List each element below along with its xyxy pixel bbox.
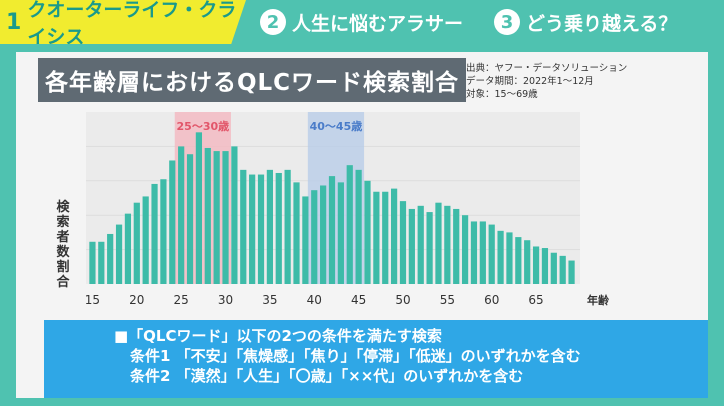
tab-step-3[interactable]: 3 どう乗り越える？ (482, 0, 724, 44)
tab-step-2[interactable]: 2 人生に悩むアラサー (246, 0, 482, 44)
bar (249, 174, 256, 284)
y-axis-label: 検索者数割合 (56, 200, 70, 290)
bar (435, 202, 442, 284)
tab-step-1-number: 1 (6, 9, 22, 35)
bar (195, 132, 203, 284)
bar (275, 172, 282, 284)
bar (257, 174, 265, 284)
bar (417, 205, 424, 284)
bar (142, 196, 149, 284)
tab-step-3-label: どう乗り越える？ (526, 12, 678, 35)
bar (568, 260, 575, 284)
tab-step-2-label: 人生に悩むアラサー (292, 12, 464, 35)
bar (320, 185, 327, 284)
bar (355, 169, 362, 284)
tab-step-2-number: 2 (260, 9, 286, 35)
x-axis-label: 年齢 (587, 293, 610, 307)
bar (382, 191, 389, 284)
condition-2: 条件2 「漠然」「人生」「〇歳」「××代」のいずれかを含む (130, 367, 524, 385)
bar (302, 196, 309, 284)
x-tick-label: 25 (174, 293, 189, 307)
bar (373, 191, 380, 284)
bar (497, 230, 504, 284)
conditions-heading: ■「QLCワード」以下の2つの条件を満たす検索 (114, 327, 442, 345)
bar (222, 151, 229, 284)
condition-1: 条件1 「不安」「焦燥感」「焦り」「停滞」「低迷」のいずれかを含む (130, 347, 581, 365)
chart-title: 各年齢層におけるQLCワード検索割合 (38, 58, 466, 102)
chart-card: 各年齢層におけるQLCワード検索割合 出典：ヤフー・データソリューション データ… (16, 52, 708, 398)
bar (461, 215, 469, 284)
bar-chart: 25〜30歳 40〜45歳 15 20 25 30 35 40 45 50 55 60 65 年齢 (85, 112, 610, 307)
bar (89, 241, 96, 284)
bar (133, 202, 140, 284)
step-tabs: 1 クオーターライフ・クライシス 2 人生に悩むアラサー 3 どう乗り越える？ (0, 0, 724, 44)
bar (284, 169, 291, 284)
tab-step-1-label: クオーターライフ・クライシス (27, 0, 237, 48)
bar (213, 151, 220, 284)
x-tick-label: 50 (395, 293, 410, 307)
target-line: 対象：15〜69歳 (466, 89, 538, 100)
bar (426, 212, 433, 284)
tab-step-1[interactable]: 1 クオーターライフ・クライシス (0, 0, 246, 44)
x-tick-label: 45 (351, 293, 366, 307)
x-tick-label: 35 (262, 293, 277, 307)
tab-step-3-number: 3 (494, 9, 520, 35)
bar (391, 188, 398, 284)
source-line: 出典：ヤフー・データソリューション (466, 63, 628, 74)
bar (240, 169, 247, 284)
bar (160, 179, 167, 284)
bar (346, 165, 353, 284)
bar (453, 208, 460, 284)
bar (178, 146, 185, 284)
x-tick-label: 55 (440, 293, 455, 307)
bar (364, 180, 371, 284)
bar (444, 205, 451, 284)
highlight-label: 25〜30歳 (177, 119, 230, 133)
bar (488, 224, 495, 284)
x-tick-label: 15 (85, 293, 100, 307)
data-period-line: データ期間：2022年1〜12月 (466, 76, 594, 87)
bar (337, 182, 344, 284)
bar (559, 255, 566, 284)
bar (124, 213, 132, 284)
bar (98, 241, 105, 284)
bar (115, 224, 123, 284)
bar (470, 221, 478, 284)
bar (541, 248, 549, 284)
bar (550, 252, 557, 284)
x-tick-label: 20 (129, 293, 144, 307)
bar (186, 154, 194, 284)
bar (169, 160, 176, 284)
bar (266, 169, 273, 284)
bar (408, 208, 415, 284)
x-tick-label: 40 (307, 293, 322, 307)
bar (399, 201, 407, 284)
bar (311, 190, 318, 284)
bar (293, 182, 300, 284)
x-tick-label: 30 (218, 293, 233, 307)
bar (515, 237, 522, 284)
bar (479, 221, 486, 284)
bar (328, 176, 336, 284)
bar (204, 147, 211, 284)
x-tick-label: 65 (528, 293, 543, 307)
source-note: 出典：ヤフー・データソリューション データ期間：2022年1〜12月 対象：15… (466, 62, 627, 101)
x-tick-label: 60 (484, 293, 499, 307)
bar (151, 183, 158, 284)
bar (532, 246, 540, 284)
bar (231, 146, 238, 284)
bar (524, 240, 531, 284)
bar (107, 233, 114, 284)
conditions-box: ■「QLCワード」以下の2つの条件を満たす検索 条件1 「不安」「焦燥感」「焦り… (44, 320, 708, 398)
bar (506, 232, 513, 284)
highlight-label: 40〜45歳 (310, 119, 363, 133)
